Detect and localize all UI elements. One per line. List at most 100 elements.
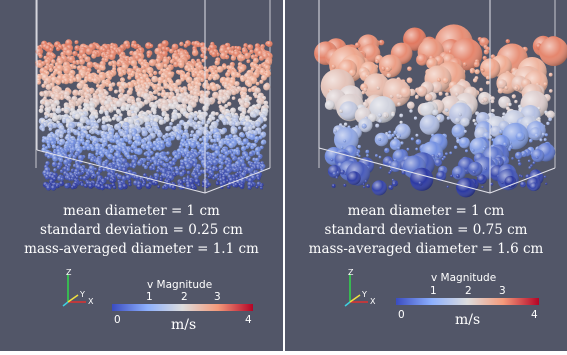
particle-shading (264, 64, 271, 71)
particle-shading (44, 175, 50, 180)
particle-shading (42, 144, 46, 148)
particle-shading (222, 121, 227, 126)
particle-shading (91, 53, 97, 59)
particle-shading (127, 118, 135, 125)
particle-shading (39, 92, 45, 97)
particle-shading (187, 67, 192, 73)
particle-shading (245, 157, 250, 161)
particle-shading (77, 126, 81, 131)
particle-shading (254, 121, 261, 128)
particle-shading (249, 134, 256, 141)
particle-shading (59, 169, 64, 174)
particle-shading (86, 146, 91, 151)
particle-shading (125, 43, 131, 49)
particle-shading (161, 112, 166, 117)
particle-shading (85, 48, 93, 55)
particle-shading (225, 71, 231, 78)
particle-shading (127, 75, 132, 80)
particle-shading (178, 167, 182, 171)
particle-shading (157, 92, 161, 96)
particle-shading (48, 67, 54, 73)
particle-shading (65, 95, 72, 101)
particle-shading (169, 48, 174, 54)
particle-shading (202, 72, 210, 80)
particle-shading (118, 89, 123, 93)
particle-shading (200, 121, 205, 125)
particle-shading (62, 119, 67, 124)
particle-shading (41, 138, 46, 143)
particle-shading (59, 142, 63, 146)
particle-shading (114, 89, 118, 94)
particle-shading (110, 179, 115, 184)
particle-shading (190, 101, 197, 108)
particle-shading (206, 120, 211, 125)
particle-shading (191, 49, 199, 57)
particle-shading (152, 146, 157, 151)
particle-shading (38, 108, 44, 114)
particle-shading (260, 140, 265, 145)
particle-shading (133, 82, 138, 87)
particle-shading (52, 155, 59, 162)
particle-shading (135, 97, 142, 103)
particle-shading (172, 162, 176, 166)
particle-shading (212, 76, 217, 81)
particle-shading (225, 121, 230, 125)
particles (35, 39, 273, 191)
particle-shading (249, 49, 254, 55)
particle-shading (165, 107, 170, 111)
particle-shading (235, 72, 241, 78)
particle-shading (149, 159, 153, 163)
particle-shading (236, 46, 242, 52)
particle-shading (41, 83, 46, 88)
particle-shading (140, 65, 146, 70)
particle-shading (186, 170, 191, 175)
particle-shading (69, 150, 73, 154)
particle-shading (185, 76, 193, 84)
particle-shading (126, 89, 133, 96)
particle-shading (181, 143, 186, 147)
particle-shading (243, 102, 250, 109)
particle-shading (230, 107, 236, 114)
particle-shading (156, 169, 160, 173)
particle-shading (72, 60, 77, 65)
particle-shading (212, 91, 220, 99)
particle-shading (96, 69, 101, 74)
left-render-panel: mean diameter = 1 cm standard deviation … (0, 0, 283, 355)
particle-shading (220, 149, 224, 153)
particle-shading (120, 105, 126, 112)
particle-shading (232, 130, 236, 135)
particle-shading (256, 89, 261, 93)
particle-shading (125, 138, 129, 143)
particle-shading (180, 89, 185, 93)
particle-shading (220, 129, 226, 135)
particle-shading (75, 59, 81, 65)
particle-shading (92, 77, 99, 84)
particle-shading (252, 130, 258, 136)
particle-shading (51, 59, 56, 64)
particle-shading (137, 160, 143, 166)
particle-shading (39, 104, 44, 110)
container-back-edges (35, 0, 271, 168)
particle-shading (212, 176, 216, 180)
particle-shading (72, 50, 78, 57)
particle-shading (240, 77, 246, 82)
particle-shading (169, 122, 173, 126)
particle-shading (109, 53, 116, 61)
particle-shading (114, 134, 121, 141)
particle-shading (85, 99, 90, 104)
particle-shading (173, 61, 179, 68)
particle-shading (48, 123, 53, 129)
particle-shading (207, 175, 211, 179)
particle-shading (41, 101, 46, 105)
particle-shading (168, 156, 172, 160)
particle-shading (211, 85, 218, 92)
particle-shading (137, 141, 142, 146)
particle-shading (37, 62, 44, 69)
particle-shading (36, 80, 42, 85)
particle-shading (196, 120, 202, 126)
particle-shading (247, 88, 253, 93)
particle-shading (116, 61, 122, 67)
particle-shading (96, 119, 101, 124)
particle-shading (141, 130, 148, 137)
particle-shading (52, 115, 59, 122)
